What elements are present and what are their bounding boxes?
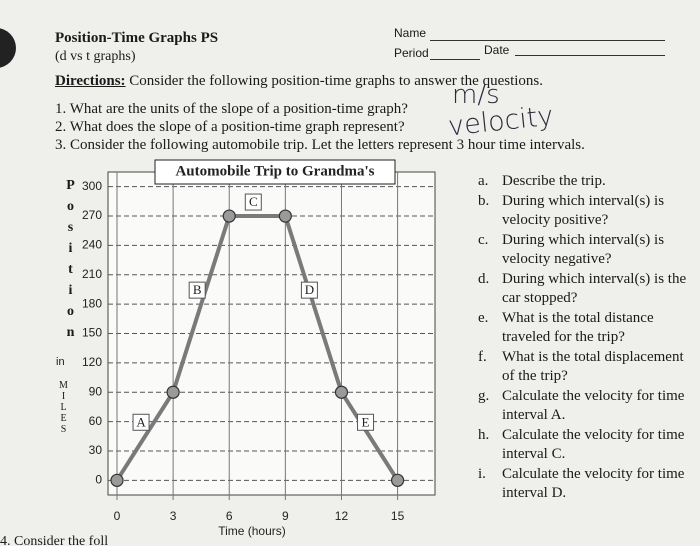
y-tick-label: 210 [82, 267, 102, 281]
y-tick-label: 90 [89, 384, 103, 398]
question-marker: a. [478, 173, 489, 189]
subtitle: (d vs t graphs) [55, 49, 136, 64]
directions: Directions: Consider the following posit… [55, 73, 543, 90]
data-point [334, 385, 349, 399]
segment-label-box [244, 193, 262, 211]
name-label: Name [394, 26, 427, 40]
side-question: i. Calculate the velocity for time interv… [478, 465, 693, 503]
question-marker: g. [478, 388, 490, 404]
question-marker: c. [478, 232, 489, 248]
hole-punch [0, 28, 16, 68]
title: Position-Time Graphs PS [55, 30, 219, 46]
question-text: During which interval(s) is velocity pos… [502, 193, 665, 228]
question-text: Calculate the velocity for time interval… [502, 466, 685, 501]
date-label: Date [484, 43, 510, 57]
date-line [515, 55, 665, 56]
x-tick-label: 15 [391, 509, 405, 523]
data-point [278, 209, 292, 223]
y-axis-label: Position [63, 178, 78, 346]
y-tick-label: 120 [82, 355, 102, 369]
question-marker: d. [478, 271, 490, 287]
chart-title: Automobile Trip to Grandma's [175, 163, 374, 179]
side-question: d. During which interval(s) is the car st… [478, 270, 693, 308]
question-marker: f. [478, 349, 487, 365]
segment-label: A [136, 414, 146, 429]
y-tick-label: 30 [89, 443, 103, 457]
directions-text: Consider the following position-time gra… [129, 73, 543, 89]
question-marker: b. [478, 193, 490, 209]
chart-title-box [154, 159, 396, 185]
segment-label: B [193, 282, 202, 297]
directions-label: Directions: [55, 73, 126, 89]
question-text: Calculate the velocity for time interval… [502, 427, 685, 462]
y-tick-label: 180 [82, 296, 102, 310]
question-text: What is the total distance traveled for … [502, 310, 654, 345]
segment-label-box [132, 413, 150, 431]
question-text: Describe the trip. [502, 173, 606, 189]
x-tick-label: 3 [170, 509, 177, 523]
question: 1. What are the units of the slope of a … [55, 101, 408, 117]
segment-label-box [188, 281, 206, 299]
x-tick-label: 0 [114, 509, 121, 523]
data-line [115, 214, 400, 482]
y-tick-label: 0 [95, 472, 102, 486]
segment-label-box [357, 413, 375, 431]
question-text: During which interval(s) is velocity neg… [502, 232, 665, 267]
y-tick-label: 60 [89, 414, 103, 428]
side-question: c. During which interval(s) is velocity n… [478, 231, 693, 269]
data-point [222, 209, 236, 223]
segment-label: E [362, 414, 370, 429]
question-marker: i. [478, 466, 486, 482]
y-tick-label: 300 [82, 179, 102, 193]
side-question: f. What is the total displacement of the … [478, 348, 693, 386]
handwritten-answer: m/s [452, 80, 500, 110]
y-axis-unit-prefix: in [56, 356, 65, 368]
data-point [390, 473, 405, 487]
data-point [110, 473, 124, 487]
side-question: h. Calculate the velocity for time interv… [478, 426, 693, 464]
period-line [430, 59, 480, 60]
side-question: a. Describe the trip. [478, 172, 693, 191]
side-question: e. What is the total distance traveled fo… [478, 309, 693, 347]
question: 3. Consider the following automobile tri… [55, 137, 585, 153]
y-tick-label: 270 [82, 208, 102, 222]
name-line [430, 40, 665, 41]
question-marker: h. [478, 427, 490, 443]
question-text: Calculate the velocity for time interval… [502, 388, 685, 423]
y-tick-label: 240 [82, 238, 102, 252]
y-axis-unit: MILES [58, 380, 69, 435]
x-tick-label: 12 [335, 509, 349, 523]
y-tick-label: 150 [82, 326, 102, 340]
side-question: g. Calculate the velocity for time interv… [478, 387, 693, 425]
x-tick-label: 6 [226, 509, 233, 523]
footer-text: 4. Consider the foll [0, 534, 109, 546]
segment-label: C [249, 194, 258, 209]
question: 2. What does the slope of a position-tim… [55, 119, 405, 135]
segment-label-box [300, 281, 318, 299]
side-questions: a. Describe the trip. b. During which inter… [478, 172, 693, 504]
question-marker: e. [478, 310, 489, 326]
side-question: b. During which interval(s) is velocity p… [478, 192, 693, 230]
segment-label: D [305, 282, 314, 297]
data-point [166, 385, 180, 399]
question-text: What is the total displacement of the tr… [502, 349, 684, 384]
period-label: Period [394, 46, 429, 60]
question-text: During which interval(s) is the car stop… [502, 271, 687, 306]
x-tick-label: 9 [282, 509, 289, 523]
x-axis-label: Time (hours) [218, 524, 286, 538]
